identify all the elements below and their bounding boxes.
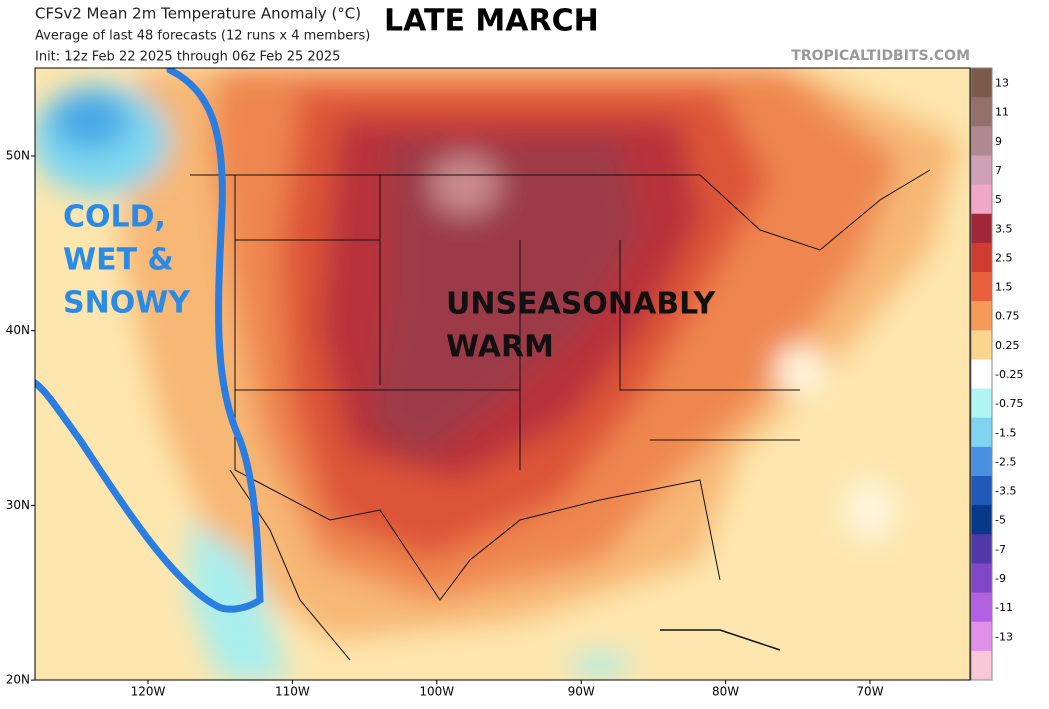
colorbar-frame: [970, 67, 993, 681]
lat-label: 40N: [6, 323, 30, 337]
colorbar-label: -5: [995, 514, 1006, 527]
colorbar-swatch: [971, 126, 992, 156]
colorbar-label: 7: [995, 164, 1002, 177]
colorbar-label: -2.5: [995, 455, 1016, 468]
colorbar-label: 0.25: [995, 339, 1020, 352]
init-text: Init: 12z Feb 22 2025 through 06z Feb 25…: [35, 50, 340, 65]
borders: [190, 169, 931, 661]
cold-line: WET &: [63, 243, 174, 278]
colorbar-label: -3.5: [995, 485, 1016, 498]
colorbar-label: -0.75: [995, 397, 1023, 410]
lat-label: 50N: [6, 149, 30, 163]
axes: 50N 40N 30N 20N 120W 110W 100W 90W 80W 70W: [6, 149, 884, 699]
lon-label: 100W: [419, 685, 454, 699]
colorbar-swatch: [971, 242, 992, 273]
colorbar-swatch: [971, 534, 992, 564]
lat-label: 20N: [6, 673, 30, 687]
lon-label: 70W: [856, 685, 883, 699]
colorbar-swatch: [971, 417, 992, 448]
colorbar-swatch: [971, 476, 992, 506]
lon-label: 90W: [568, 685, 595, 699]
headline: LATE MARCH: [384, 4, 599, 39]
colorbar-swatch: [971, 446, 992, 477]
colorbar-swatch: [971, 505, 992, 535]
colorbar-label: 1.5: [995, 281, 1013, 294]
colorbar-label: 3.5: [995, 222, 1013, 235]
colorbar-swatch: [971, 272, 992, 302]
cold-line: COLD,: [63, 200, 166, 235]
colorbar-swatch: [971, 330, 992, 360]
colorbar-swatch: [971, 301, 992, 331]
lat-label: 30N: [6, 498, 30, 512]
colorbar-label: 0.75: [995, 310, 1020, 323]
colorbar-label: 13: [995, 77, 1009, 90]
colorbar-swatch: [971, 359, 992, 390]
colorbar-swatch: [971, 650, 992, 681]
colorbar-swatch: [971, 184, 992, 215]
map-frame: [34, 67, 971, 681]
title: CFSv2 Mean 2m Temperature Anomaly (°C): [35, 5, 361, 23]
colorbar-swatch: [971, 97, 992, 127]
cold-line: SNOWY: [63, 286, 191, 321]
colorbar-swatch: [971, 388, 992, 419]
lon-label: 80W: [712, 685, 739, 699]
colorbar-label: -0.25: [995, 368, 1023, 381]
colorbar: 13 11 9 7 5 3.5 2.5 1.5 0.75 0.25 -0.25 -0.75 -1.5 -2…: [970, 67, 1023, 681]
colorbar-label: -13: [995, 630, 1013, 643]
colorbar-label: 11: [995, 106, 1009, 119]
cold-annotation: COLD, WET & SNOWY: [63, 200, 191, 321]
colorbar-swatch: [971, 68, 992, 98]
colorbar-label: -9: [995, 572, 1006, 585]
outline-strokes: [35, 68, 264, 613]
colorbar-label: 9: [995, 135, 1002, 148]
warm-line: UNSEASONABLY: [446, 287, 717, 322]
map: [35, 68, 970, 680]
warm-annotation: UNSEASONABLY WARM: [446, 287, 717, 365]
colorbar-swatch: [971, 155, 992, 186]
source: TROPICALTIDBITS.COM: [791, 48, 970, 64]
colorbar-swatch: [971, 213, 992, 244]
colorbar-swatch: [971, 563, 992, 594]
colorbar-label: -7: [995, 543, 1006, 556]
colorbar-label: 5: [995, 193, 1002, 206]
lon-label: 120W: [131, 685, 166, 699]
colorbar-label: -1.5: [995, 426, 1016, 439]
colorbar-swatch: [971, 592, 992, 623]
warm-line: WARM: [446, 330, 554, 365]
lon-label: 110W: [275, 685, 310, 699]
colorbar-label: -11: [995, 601, 1013, 614]
colorbar-label: 2.5: [995, 251, 1013, 264]
subtitle: Average of last 48 forecasts (12 runs x …: [35, 29, 370, 44]
colorbar-swatch: [971, 621, 992, 652]
